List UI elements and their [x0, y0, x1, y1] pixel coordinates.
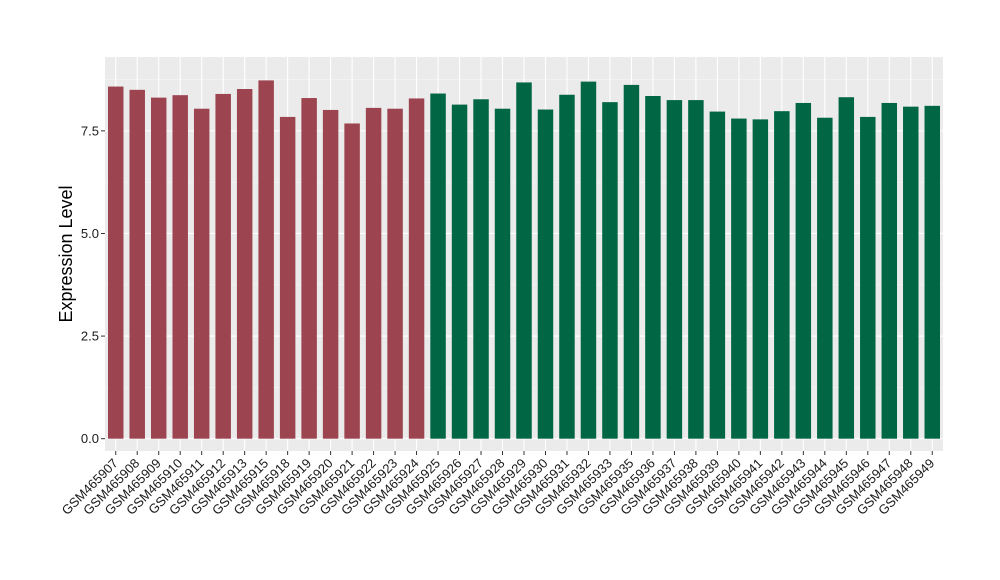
- bar-gsm465930: [537, 109, 554, 439]
- bar-gsm465943: [795, 102, 812, 439]
- bar-gsm465921: [344, 123, 360, 439]
- bar-gsm465926: [451, 104, 468, 439]
- bar-gsm465937: [666, 100, 683, 439]
- bar-gsm465936: [645, 95, 661, 439]
- bar-gsm465908: [129, 89, 145, 439]
- bar-gsm465919: [301, 98, 317, 439]
- bar-gsm465912: [215, 93, 231, 439]
- bar-gsm465940: [731, 118, 747, 439]
- bar-gsm465945: [838, 97, 855, 439]
- y-axis-title: Expression Level: [56, 185, 76, 322]
- bar-gsm465924: [408, 98, 425, 439]
- y-tick-label: 5.0: [81, 226, 99, 241]
- bar-gsm465915: [258, 80, 274, 439]
- y-tick-label: 0.0: [81, 431, 99, 446]
- bar-gsm465946: [860, 116, 876, 439]
- bar-gsm465911: [193, 108, 210, 439]
- bar-gsm465925: [430, 93, 446, 439]
- bars: [108, 80, 940, 439]
- bar-gsm465933: [602, 102, 618, 439]
- y-axis: 0.0 2.5 5.0 7.5: [81, 123, 105, 446]
- x-axis: GSM465907GSM465908GSM465909GSM465910GSM4…: [59, 451, 937, 518]
- bar-gsm465935: [623, 84, 640, 439]
- bar-gsm465922: [365, 107, 382, 439]
- bar-gsm465923: [387, 108, 403, 439]
- bar-gsm465938: [688, 100, 704, 439]
- bar-gsm465928: [494, 108, 511, 439]
- y-tick-label: 7.5: [81, 123, 99, 138]
- bar-gsm465909: [150, 97, 167, 439]
- bar-gsm465927: [473, 99, 489, 439]
- bar-gsm465944: [817, 117, 833, 439]
- bar-gsm465941: [752, 119, 769, 439]
- bar-gsm465920: [322, 109, 339, 439]
- y-tick-label: 2.5: [81, 329, 99, 344]
- bar-gsm465949: [924, 105, 940, 439]
- bar-gsm465910: [172, 95, 188, 439]
- bar-gsm465939: [709, 111, 726, 439]
- bar-gsm465932: [580, 81, 597, 439]
- bar-gsm465918: [279, 116, 296, 439]
- bar-gsm465947: [881, 102, 898, 439]
- bar-gsm465913: [236, 89, 253, 439]
- bar-gsm465907: [108, 86, 124, 439]
- bar-gsm465942: [774, 111, 790, 439]
- bar-gsm465929: [516, 82, 532, 439]
- bar-gsm465931: [559, 94, 575, 439]
- bar-gsm465948: [903, 106, 919, 439]
